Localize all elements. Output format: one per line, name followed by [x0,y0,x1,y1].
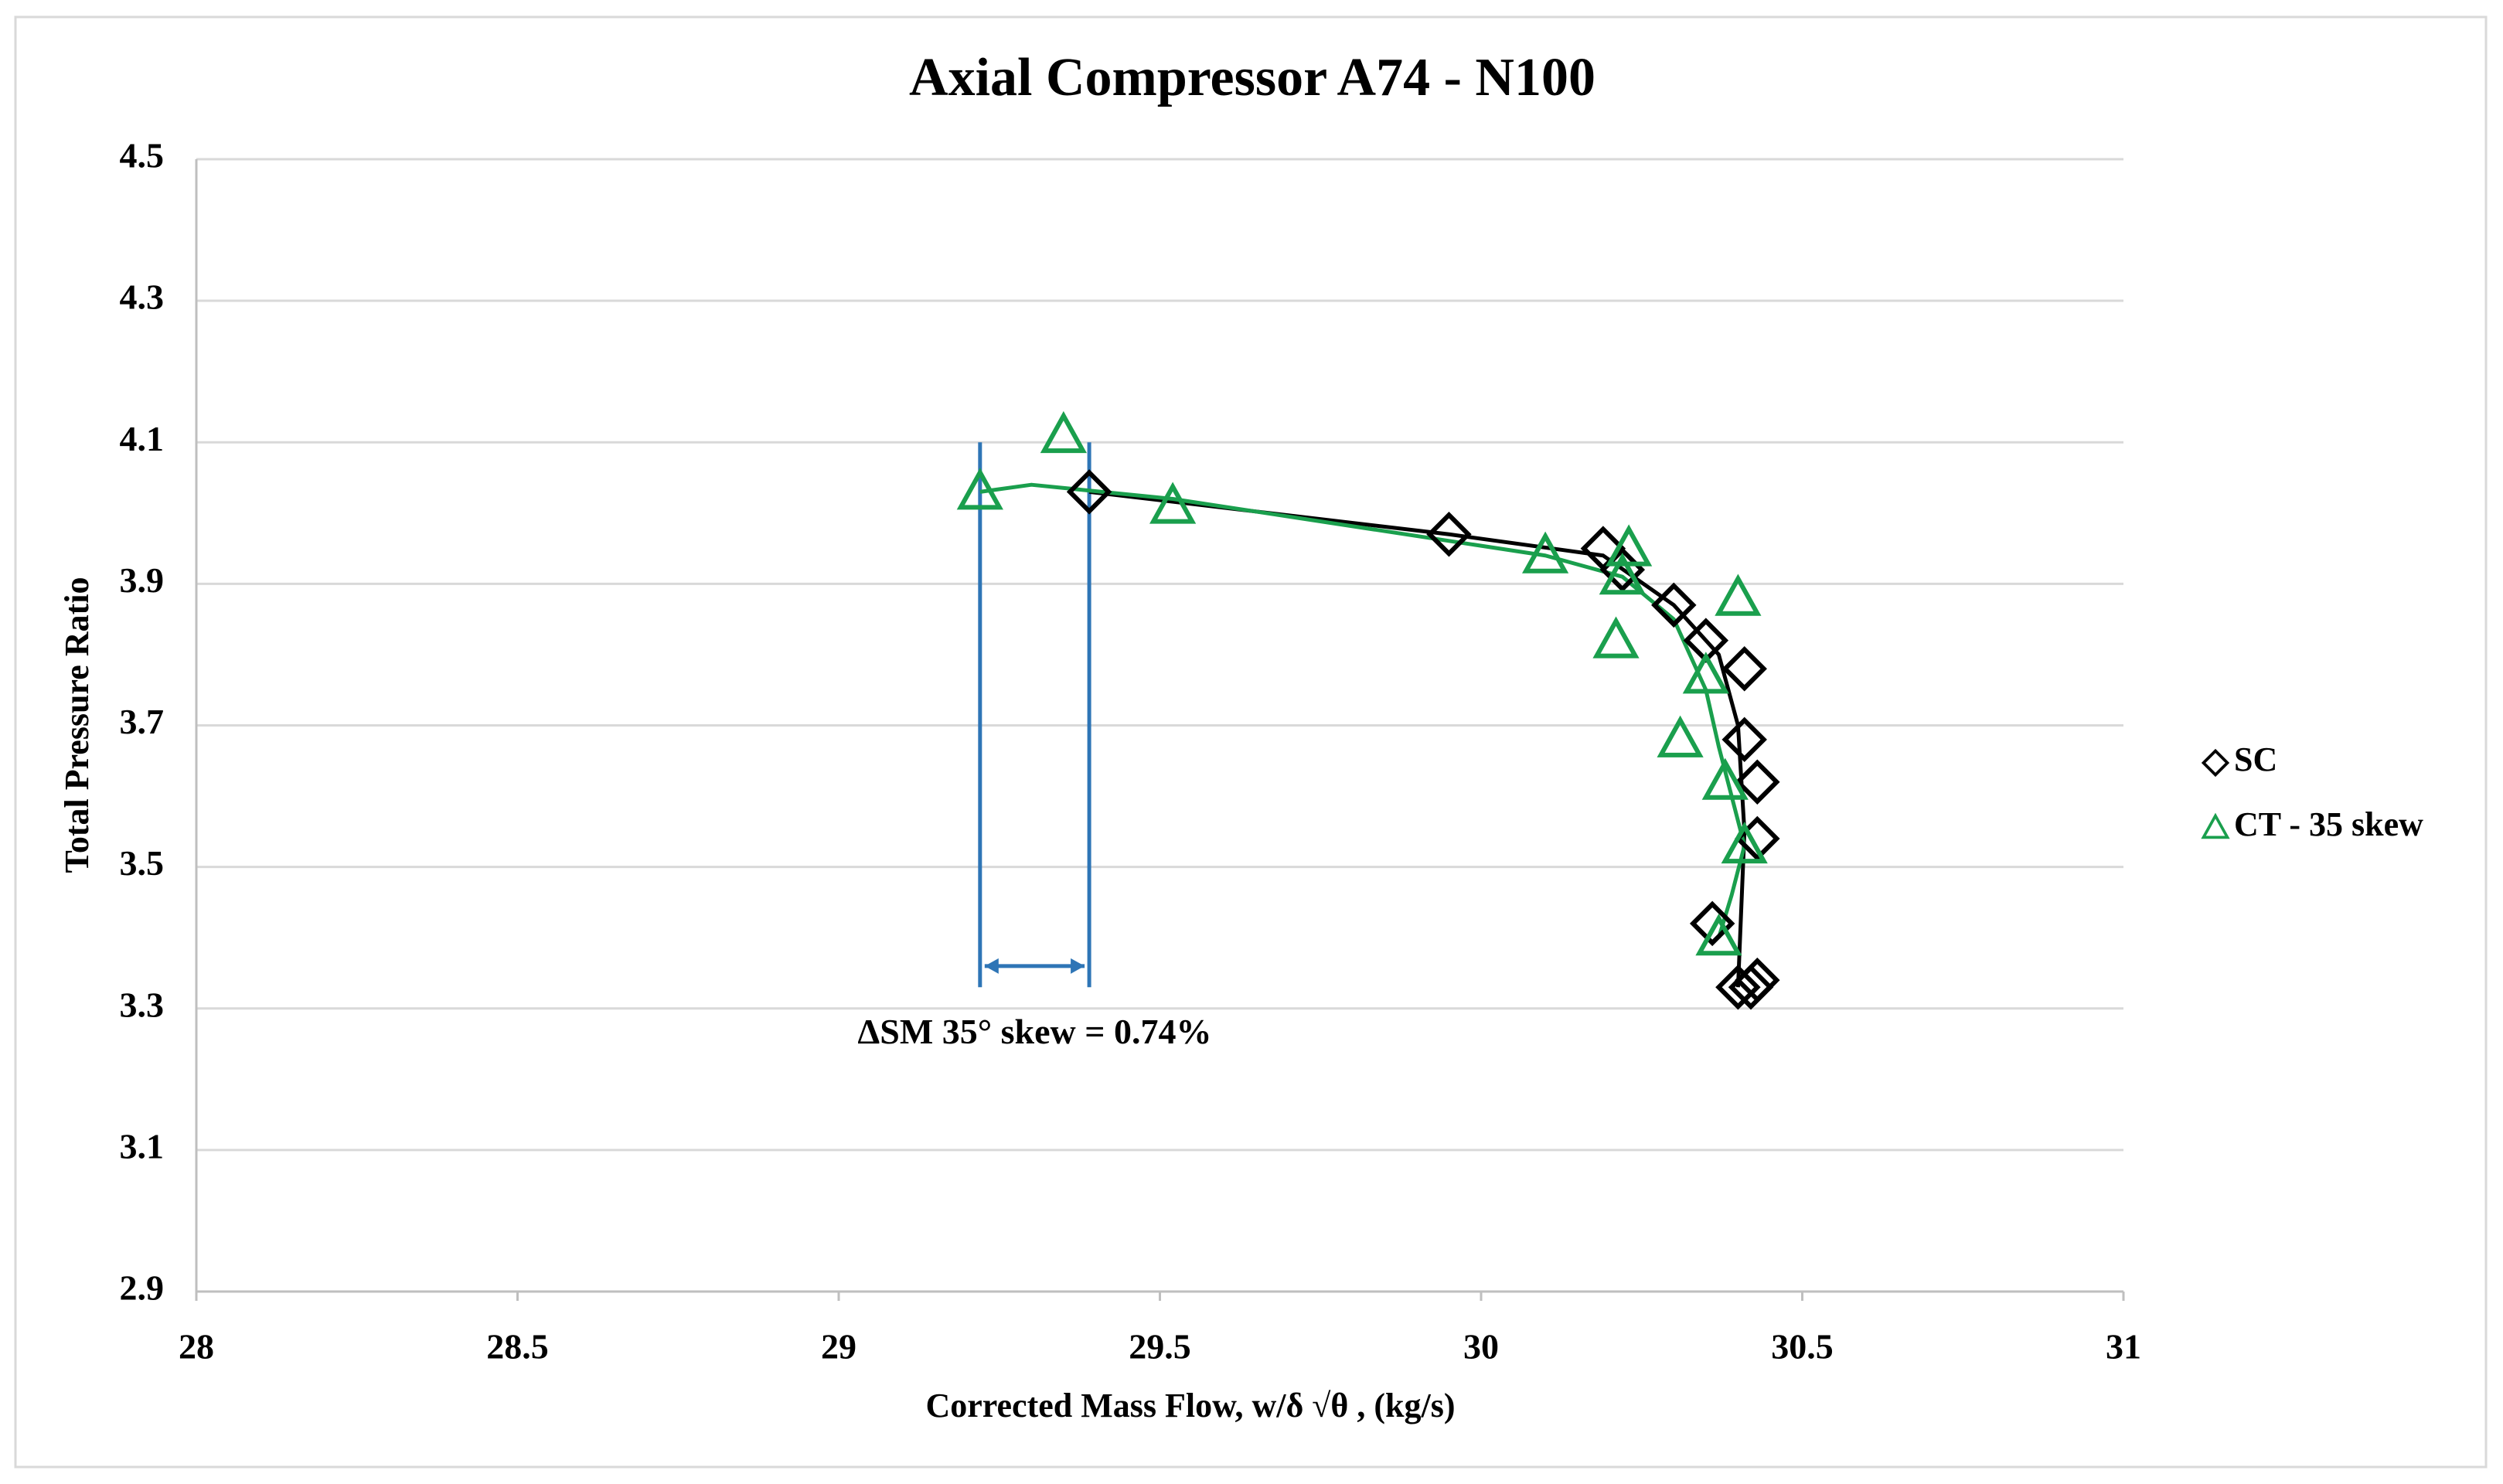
data-point [1721,646,1767,692]
data-point [1721,821,1768,864]
data-point [1715,574,1762,616]
data-point [1695,914,1742,956]
x-tick-label: 30.5 [1771,1327,1834,1367]
data-point [1701,757,1749,800]
data-point [956,468,1003,510]
x-tick-label: 31 [2106,1327,2141,1367]
x-tick-label: 28.5 [486,1327,549,1367]
data-point [1149,482,1197,524]
y-tick-label: 3.1 [120,1126,165,1166]
data-point [1689,900,1735,947]
y-tick-label: 4.5 [120,136,165,175]
y-tick-label: 3.5 [120,843,165,883]
y-tick-label: 4.3 [120,277,165,317]
data-point [1066,469,1112,515]
chart-border [14,15,2488,1469]
x-axis-label: Corrected Mass Flow, w/δ √θ , (kg/s) [925,1387,1455,1424]
x-tick-label: 29 [821,1327,856,1367]
data-point [1040,410,1087,454]
data-point [1592,616,1640,659]
legend-label: SC [2234,740,2277,778]
data-point [1735,957,1780,1003]
data-point [1721,716,1767,763]
data-point [1657,715,1704,757]
data-point [1651,582,1697,628]
data-point [1606,524,1653,567]
y-tick-label: 3.7 [120,702,165,741]
fit-line [979,482,1747,938]
legend-marker [2201,748,2230,778]
data-point [1682,652,1729,694]
legend-label: CT - 35 skew [2234,805,2423,843]
legend-marker [2201,812,2230,839]
y-axis-label: Total Pressure Ratio [58,577,96,873]
y-tick-label: 3.3 [120,985,165,1024]
data-point [1522,531,1569,574]
annotation-text: ΔSM 35° skew = 0.74% [857,1012,1211,1051]
y-tick-label: 3.9 [120,560,165,600]
x-tick-label: 29.5 [1129,1327,1191,1367]
data-point [1715,965,1761,1010]
x-tick-label: 28 [179,1327,214,1367]
data-point [1599,553,1646,595]
data-point [1426,512,1472,557]
y-tick-label: 4.1 [120,419,165,458]
y-tick-label: 2.9 [120,1268,165,1308]
data-point [1735,759,1780,805]
chart-title: Axial Compressor A74 - N100 [909,48,1595,107]
x-tick-label: 30 [1463,1327,1499,1367]
data-point [1735,815,1780,862]
